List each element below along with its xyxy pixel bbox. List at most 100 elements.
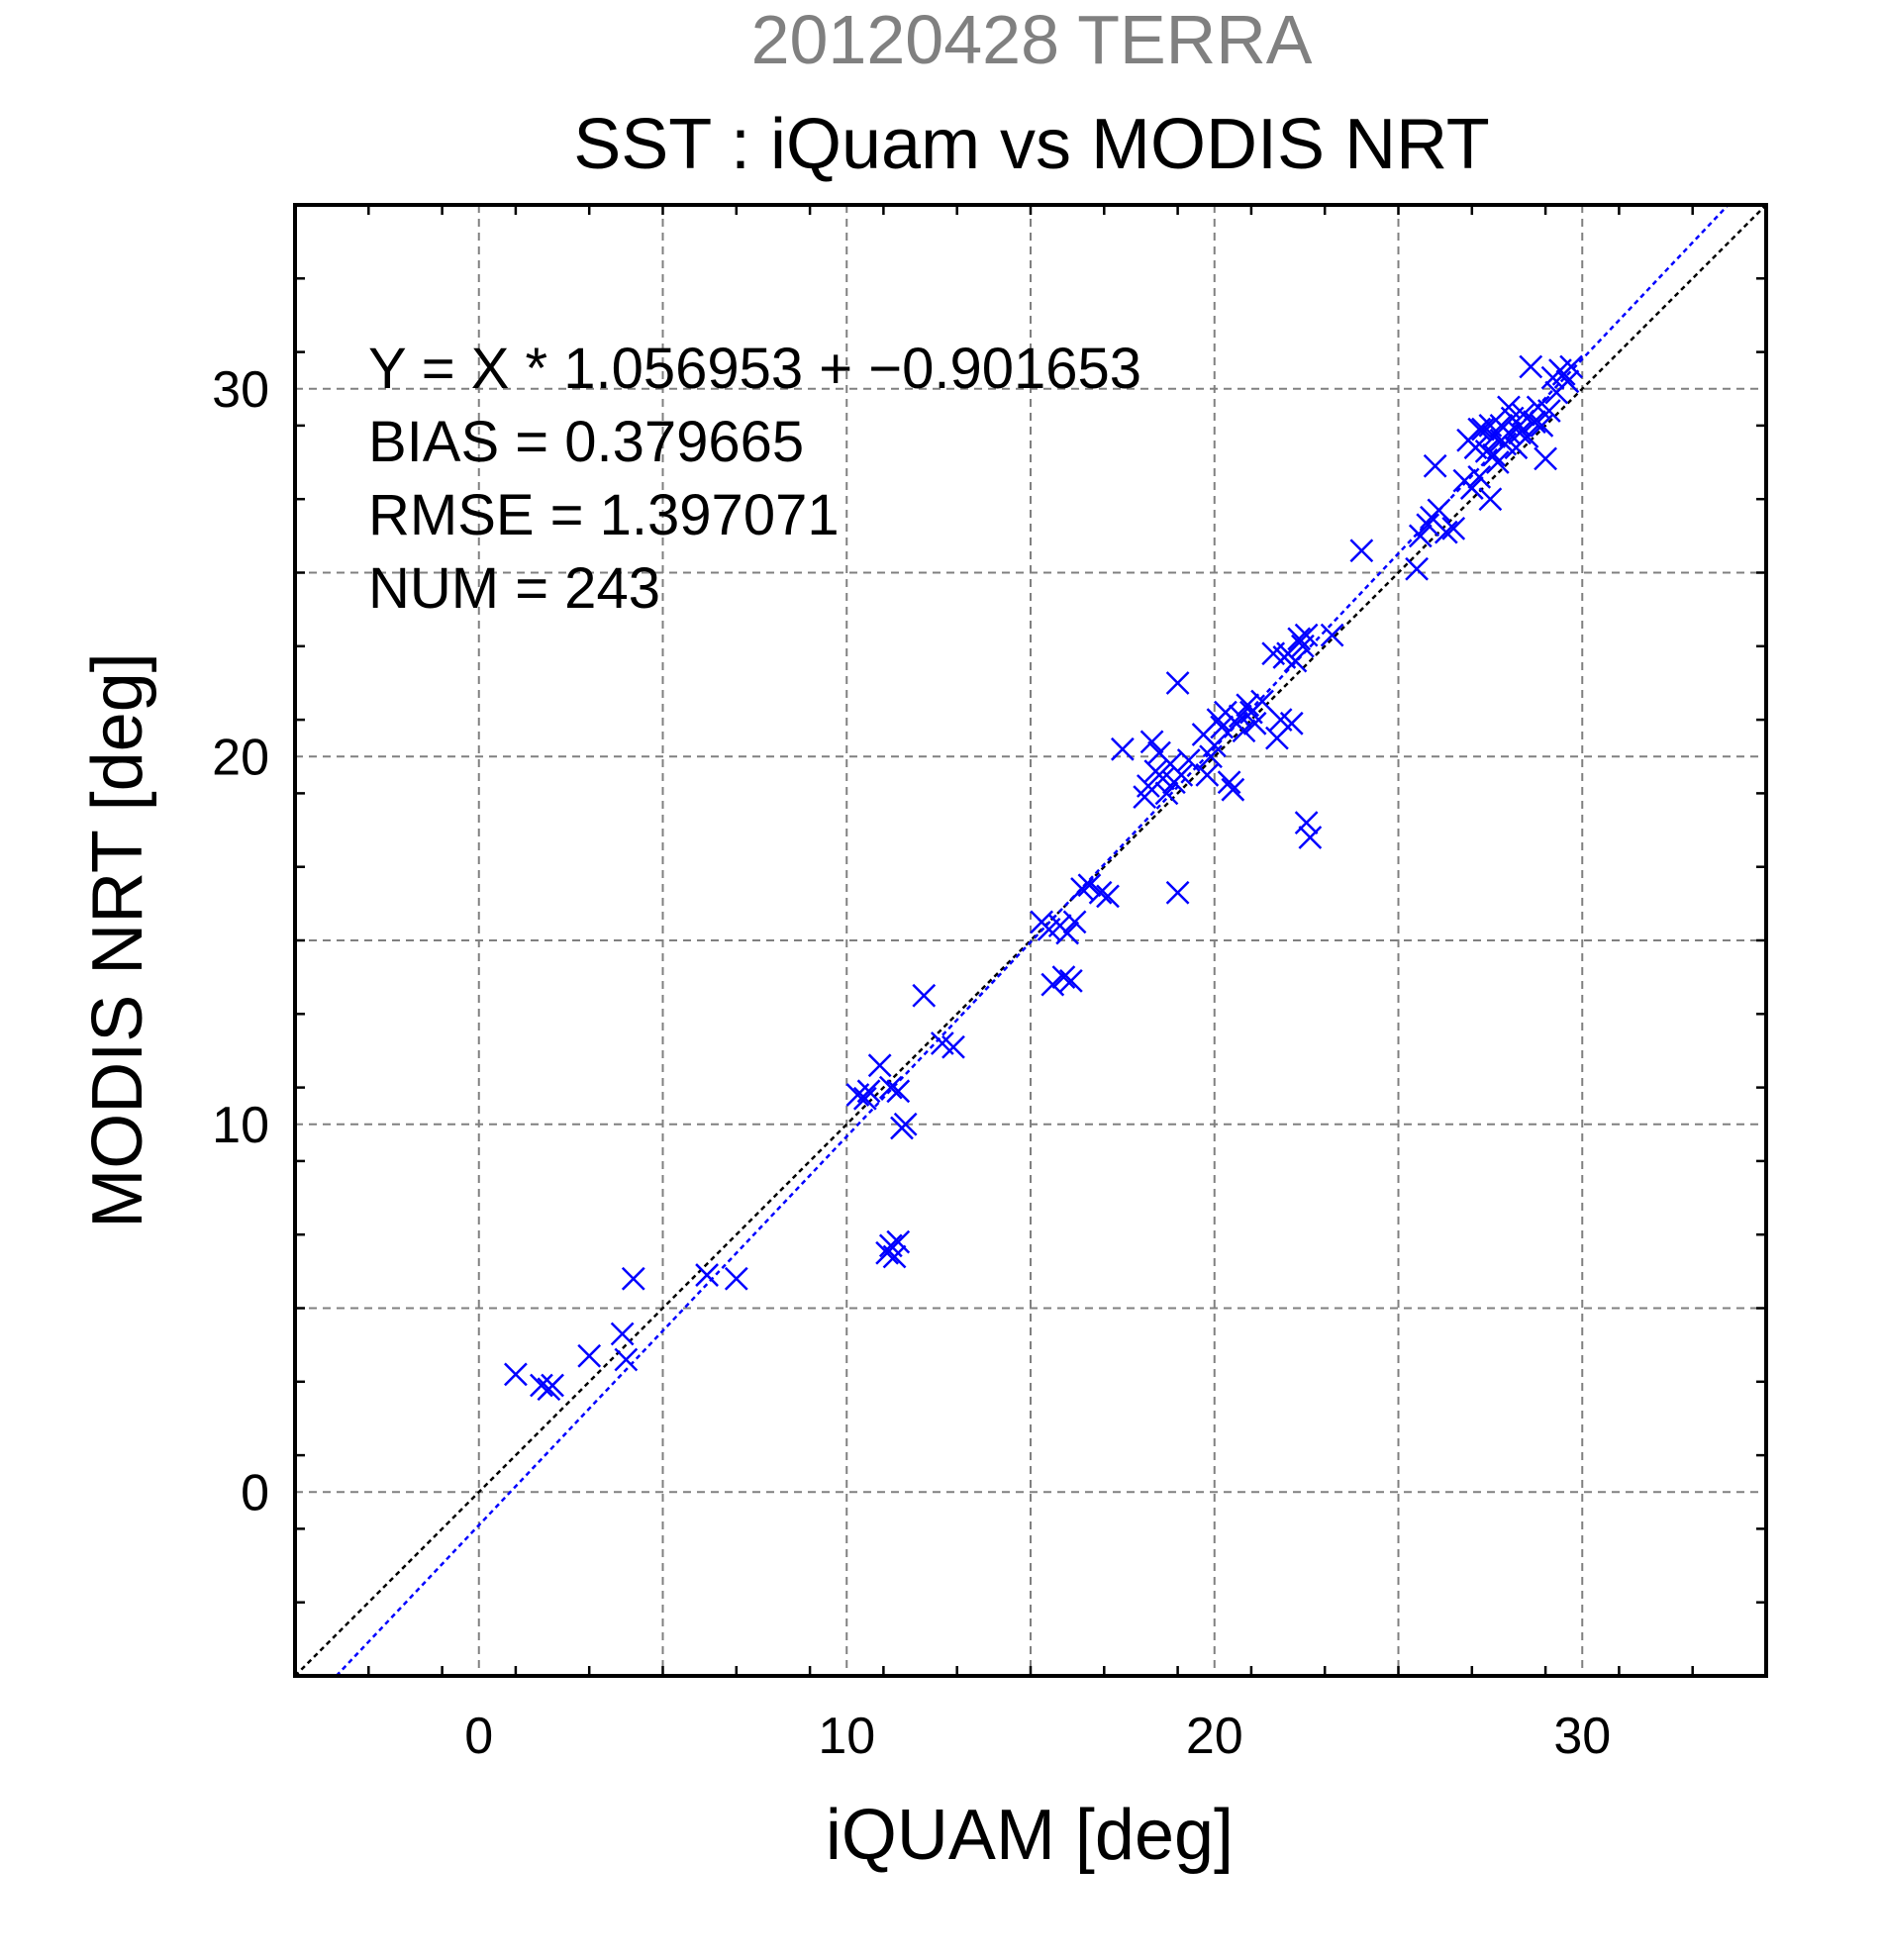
data-point <box>886 1229 911 1254</box>
data-point <box>1467 465 1492 489</box>
data-point <box>1434 520 1458 544</box>
data-point-stroke <box>1268 708 1293 732</box>
data-point-stroke <box>1478 487 1503 512</box>
y-tick-label: 30 <box>212 361 269 419</box>
data-point <box>1534 446 1557 471</box>
data-point <box>1555 369 1580 394</box>
data-point-stroke <box>1214 700 1238 725</box>
data-point-stroke <box>1471 417 1495 441</box>
data-point-stroke <box>893 1112 918 1136</box>
chart-title: SST : iQuam vs MODIS NRT <box>573 105 1490 184</box>
data-point-stroke <box>1298 826 1323 849</box>
data-point-stroke <box>1530 414 1554 438</box>
data-point-stroke <box>1165 671 1190 695</box>
data-point <box>621 1266 645 1291</box>
data-point-stroke <box>1279 711 1304 735</box>
data-point-stroke <box>930 1031 954 1055</box>
data-point <box>1154 781 1179 806</box>
data-point-stroke <box>1158 751 1183 776</box>
data-point-stroke <box>1169 762 1194 787</box>
data-point-stroke <box>1147 740 1171 765</box>
data-point-stroke <box>1110 736 1135 761</box>
data-point <box>1441 517 1466 540</box>
reference-lines <box>294 204 1767 1677</box>
data-point-stroke <box>1497 395 1521 420</box>
x-axis-label: iQUAM [deg] <box>826 1796 1234 1875</box>
data-point <box>1136 774 1160 798</box>
data-point <box>1508 421 1532 445</box>
data-point <box>1519 354 1543 379</box>
data-point <box>724 1266 748 1291</box>
data-point <box>1236 693 1260 718</box>
data-point <box>1515 425 1539 448</box>
data-point-stroke <box>856 1079 881 1104</box>
data-point-stroke <box>1294 811 1319 835</box>
data-point <box>1165 671 1190 695</box>
data-points <box>504 354 1583 1402</box>
x-tick-label: 20 <box>1186 1708 1243 1765</box>
data-point <box>1497 395 1521 420</box>
data-point <box>1088 880 1113 905</box>
data-point-stroke <box>1040 972 1065 997</box>
data-point <box>1279 711 1304 735</box>
data-point-stroke <box>1474 440 1499 463</box>
y-axis-label: MODIS NRT [deg] <box>78 652 157 1228</box>
data-point <box>1405 556 1429 581</box>
data-point-stroke <box>1405 556 1429 581</box>
data-point-stroke <box>577 1343 602 1368</box>
data-point-stroke <box>852 1086 877 1111</box>
data-point-stroke <box>1434 520 1458 544</box>
data-point <box>893 1112 918 1136</box>
data-point-stroke <box>1519 354 1543 379</box>
data-point-stroke <box>614 1347 639 1372</box>
data-point-stroke <box>1559 354 1583 379</box>
data-point-stroke <box>1508 421 1532 445</box>
data-point-stroke <box>1423 453 1447 478</box>
data-point <box>1467 417 1492 441</box>
data-point <box>1471 417 1495 441</box>
data-point-stroke <box>1489 428 1514 452</box>
data-point-stroke <box>878 1233 903 1258</box>
data-point-stroke <box>912 983 937 1008</box>
x-tick-label: 30 <box>1553 1708 1611 1765</box>
data-point-stroke <box>1534 446 1557 471</box>
data-point-stroke <box>1250 689 1274 714</box>
data-point-stroke <box>1526 395 1550 420</box>
data-point-stroke <box>530 1373 553 1398</box>
data-point-stroke <box>1051 965 1076 990</box>
data-point <box>1478 487 1503 512</box>
data-point-stroke <box>1294 623 1319 647</box>
data-point <box>1523 410 1546 435</box>
data-point <box>695 1263 719 1287</box>
data-point-stroke <box>541 1373 564 1398</box>
data-point <box>1250 689 1274 714</box>
data-point-stroke <box>1515 425 1539 448</box>
data-point <box>886 1079 911 1104</box>
data-point-stroke <box>1236 693 1260 718</box>
data-point <box>1294 811 1319 835</box>
data-point-stroke <box>504 1362 528 1387</box>
data-point-stroke <box>1062 910 1087 934</box>
data-point-stroke <box>1482 425 1506 448</box>
data-point-stroke <box>1070 877 1094 901</box>
bias-value: BIAS = 0.379665 <box>368 410 804 474</box>
data-point <box>1040 972 1065 997</box>
data-point-stroke <box>1511 402 1535 427</box>
data-point-stroke <box>610 1322 635 1346</box>
data-point <box>1416 513 1440 538</box>
x-tick-label: 10 <box>818 1708 875 1765</box>
data-point <box>1349 539 1374 563</box>
data-point-stroke <box>1232 719 1256 743</box>
data-point <box>614 1347 639 1372</box>
data-point <box>530 1373 553 1398</box>
data-point <box>1459 476 1484 500</box>
data-point <box>1294 623 1319 647</box>
data-point-stroke <box>1349 539 1374 563</box>
data-point-stroke <box>1154 781 1179 806</box>
data-point <box>1169 762 1194 787</box>
data-point <box>1423 453 1447 478</box>
data-point-stroke <box>867 1053 892 1078</box>
data-point-stroke <box>695 1263 719 1287</box>
data-point <box>1202 734 1227 757</box>
data-point <box>1058 968 1083 993</box>
